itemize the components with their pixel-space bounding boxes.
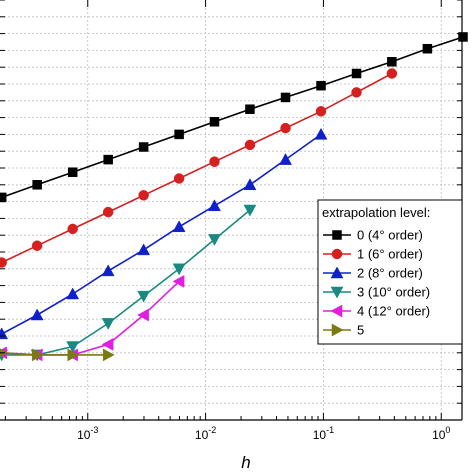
series-line bbox=[1, 36, 464, 199]
series-0 bbox=[0, 32, 468, 203]
legend-entry: 5 bbox=[323, 323, 364, 338]
series-2 bbox=[0, 127, 328, 340]
legend-box bbox=[317, 199, 463, 345]
data-point bbox=[351, 87, 362, 98]
x-tick-label-base: 10 bbox=[432, 428, 446, 442]
data-point bbox=[32, 180, 42, 190]
data-point bbox=[314, 127, 328, 140]
data-point bbox=[102, 348, 115, 362]
data-point bbox=[172, 274, 185, 288]
legend-marker bbox=[331, 323, 344, 337]
x-axis-label: h bbox=[241, 453, 250, 472]
legend-entry: 1 (6° order) bbox=[323, 247, 423, 262]
data-point bbox=[172, 220, 186, 233]
data-point bbox=[31, 348, 44, 362]
data-point bbox=[137, 290, 151, 303]
data-point bbox=[245, 104, 255, 114]
x-tick-label-exponent: -3 bbox=[90, 425, 98, 435]
data-point bbox=[67, 223, 78, 235]
data-point bbox=[208, 199, 221, 212]
data-point bbox=[243, 204, 257, 217]
series-5 bbox=[0, 348, 115, 362]
data-point bbox=[101, 337, 114, 351]
data-point bbox=[173, 173, 185, 184]
x-tick-label-base: 10 bbox=[195, 428, 209, 442]
data-point bbox=[244, 139, 256, 151]
data-point bbox=[422, 43, 433, 54]
legend-entries: 0 (4° order) 1 (6° order) 2 (8° order) 3 (1… bbox=[323, 228, 430, 338]
data-point bbox=[0, 257, 7, 268]
data-point bbox=[458, 32, 468, 42]
legend-marker bbox=[330, 266, 344, 279]
x-tick-label-exponent: -2 bbox=[208, 425, 216, 435]
legend-label: 5 bbox=[357, 323, 364, 338]
x-tick-label-base: 10 bbox=[313, 428, 327, 442]
legend-label: 4 (12° order) bbox=[357, 304, 430, 319]
legend-entry: 2 (8° order) bbox=[323, 266, 423, 281]
x-tick-label: 100 bbox=[432, 425, 450, 442]
series-line bbox=[1, 72, 393, 264]
legend-label: 0 (4° order) bbox=[357, 228, 423, 243]
series-4 bbox=[0, 274, 185, 362]
data-point bbox=[137, 308, 149, 322]
data-point bbox=[138, 190, 149, 201]
x-tick-label-exponent: -1 bbox=[326, 425, 334, 435]
data-point bbox=[0, 327, 9, 340]
legend-marker bbox=[330, 286, 344, 299]
legend-marker bbox=[330, 304, 343, 318]
data-point bbox=[66, 341, 80, 354]
x-tick-label-exponent: 0 bbox=[445, 425, 450, 435]
data-point bbox=[172, 263, 186, 276]
data-point bbox=[101, 264, 115, 277]
x-tick-label: 10-1 bbox=[313, 425, 334, 442]
data-point bbox=[209, 117, 220, 127]
data-point bbox=[351, 68, 362, 79]
data-point bbox=[316, 80, 326, 91]
data-point bbox=[138, 142, 149, 152]
data-point bbox=[386, 68, 398, 79]
data-point bbox=[103, 154, 113, 165]
axis-ticks: 10-3 10-2 10-1 100 bbox=[0, 0, 462, 442]
data-point bbox=[66, 287, 80, 300]
data-point bbox=[243, 178, 257, 191]
legend-label: 1 (6° order) bbox=[357, 247, 423, 262]
data-point bbox=[67, 348, 80, 362]
data-point bbox=[208, 234, 221, 246]
data-point bbox=[30, 308, 44, 321]
legend-entry: 4 (12° order) bbox=[323, 304, 430, 319]
legend: extrapolation level: 0 (4° order) 1 (6° o… bbox=[317, 199, 463, 345]
data-point bbox=[174, 129, 184, 140]
legend-entry: 0 (4° order) bbox=[323, 228, 423, 243]
data-point bbox=[209, 156, 220, 167]
series-line bbox=[1, 352, 109, 356]
x-tick-label: 10-3 bbox=[77, 425, 98, 442]
data-point bbox=[31, 240, 43, 251]
legend-label: 2 (8° order) bbox=[357, 266, 423, 281]
data-point bbox=[101, 318, 115, 330]
x-tick-label-base: 10 bbox=[77, 428, 91, 442]
data-point bbox=[67, 167, 78, 177]
series-3 bbox=[0, 204, 257, 362]
data-point bbox=[315, 106, 327, 117]
legend-marker bbox=[332, 230, 342, 240]
x-tick-label: 10-2 bbox=[195, 425, 216, 442]
series-line bbox=[1, 280, 180, 356]
data-point bbox=[280, 92, 291, 103]
series-line bbox=[1, 209, 251, 356]
data-point bbox=[279, 153, 292, 165]
legend-marker bbox=[331, 248, 343, 260]
data-point bbox=[0, 192, 7, 203]
data-point bbox=[280, 122, 291, 134]
data-point bbox=[387, 56, 397, 67]
series-1 bbox=[0, 68, 398, 268]
data-point bbox=[137, 243, 151, 256]
data-point bbox=[102, 206, 114, 218]
series-line bbox=[1, 133, 322, 335]
legend-entry: 3 (10° order) bbox=[323, 285, 430, 300]
legend-label: 3 (10° order) bbox=[357, 285, 430, 300]
legend-title: extrapolation level: bbox=[322, 205, 430, 220]
